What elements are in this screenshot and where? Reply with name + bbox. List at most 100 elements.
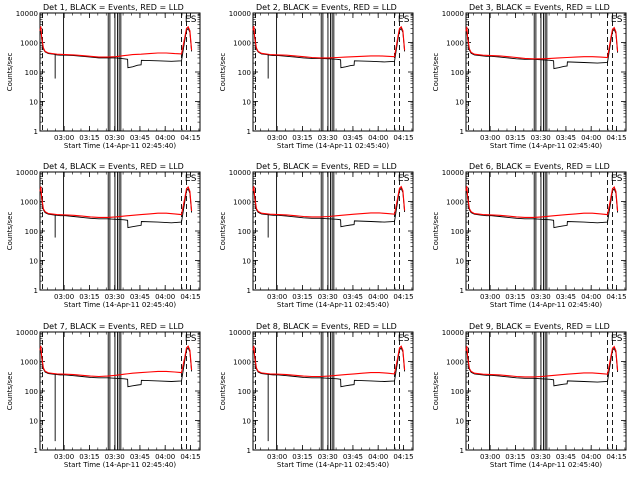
annotation-label: S bbox=[617, 174, 623, 184]
panel-title: Det 6, BLACK = Events, RED = LLD bbox=[469, 162, 610, 171]
x-tick-label: 03:45 bbox=[556, 134, 576, 142]
y-tick-label: 1 bbox=[247, 447, 251, 455]
x-tick-label: 03:45 bbox=[130, 453, 150, 461]
x-tick-label: 04:00 bbox=[581, 293, 601, 301]
annotation-label: E bbox=[185, 174, 191, 184]
x-tick-label: 03:15 bbox=[292, 453, 312, 461]
chart-panel: Det 3, BLACK = Events, RED = LLD Counts/s… bbox=[432, 3, 627, 150]
y-axis-label: Counts/sec bbox=[432, 53, 440, 92]
y-tick-label: 10000 bbox=[16, 169, 38, 177]
annotation-label: S bbox=[191, 174, 197, 184]
y-tick-label: 1 bbox=[34, 128, 38, 136]
x-tick-label: 04:15 bbox=[393, 453, 413, 461]
y-tick-label: 10 bbox=[242, 258, 251, 266]
y-tick-label: 100 bbox=[238, 388, 251, 396]
events-series-line bbox=[465, 347, 619, 387]
x-tick-label: 04:00 bbox=[155, 293, 175, 301]
lld-series-line bbox=[465, 345, 619, 378]
x-tick-label: 04:15 bbox=[180, 134, 200, 142]
annotation-label: S bbox=[191, 15, 197, 25]
y-tick-label: 1000 bbox=[233, 359, 251, 367]
annotation-label: S bbox=[404, 174, 410, 184]
x-tick-label: 03:15 bbox=[292, 293, 312, 301]
y-tick-label: 1 bbox=[34, 447, 38, 455]
annotation-label: E bbox=[398, 334, 404, 344]
x-tick-label: 03:45 bbox=[556, 293, 576, 301]
y-tick-label: 10 bbox=[242, 418, 251, 426]
y-tick-label: 1000 bbox=[233, 40, 251, 48]
y-tick-label: 1000 bbox=[20, 40, 38, 48]
y-tick-label: 10 bbox=[455, 418, 464, 426]
x-tick-label: 03:45 bbox=[343, 293, 363, 301]
annotation-label: S bbox=[404, 15, 410, 25]
y-tick-label: 1 bbox=[247, 287, 251, 295]
lld-series-line bbox=[39, 345, 193, 378]
x-tick-label: 04:15 bbox=[393, 293, 413, 301]
annotation-label: E bbox=[611, 174, 617, 184]
x-tick-label: 03:00 bbox=[267, 453, 287, 461]
y-tick-label: 1000 bbox=[446, 40, 464, 48]
x-tick-label: 03:15 bbox=[292, 134, 312, 142]
x-axis-label: Start Time (14-Apr-11 02:45:40) bbox=[490, 461, 602, 469]
y-axis-label: Counts/sec bbox=[6, 212, 14, 251]
x-tick-label: 03:15 bbox=[79, 293, 99, 301]
y-axis-label: Counts/sec bbox=[219, 372, 227, 411]
x-tick-label: 03:00 bbox=[267, 134, 287, 142]
x-tick-label: 03:30 bbox=[318, 453, 338, 461]
x-axis-label: Start Time (14-Apr-11 02:45:40) bbox=[64, 142, 176, 150]
panel-title: Det 4, BLACK = Events, RED = LLD bbox=[43, 162, 184, 171]
chart-panel: Det 4, BLACK = Events, RED = LLD Counts/s… bbox=[6, 162, 201, 309]
events-series-line bbox=[39, 27, 193, 69]
x-tick-label: 04:00 bbox=[155, 453, 175, 461]
chart-panel: Det 1, BLACK = Events, RED = LLD Counts/s… bbox=[6, 3, 201, 150]
lld-series-line bbox=[252, 345, 406, 378]
panel-title: Det 2, BLACK = Events, RED = LLD bbox=[256, 3, 397, 12]
events-series-line bbox=[39, 187, 193, 229]
chart-panel: Det 5, BLACK = Events, RED = LLD Counts/s… bbox=[219, 162, 414, 309]
y-tick-label: 100 bbox=[25, 69, 38, 77]
x-tick-label: 04:00 bbox=[155, 134, 175, 142]
chart-panel: Det 7, BLACK = Events, RED = LLD Counts/s… bbox=[6, 322, 201, 469]
x-tick-label: 03:15 bbox=[505, 293, 525, 301]
x-tick-label: 03:30 bbox=[531, 293, 551, 301]
y-tick-label: 1 bbox=[460, 287, 464, 295]
x-tick-label: 03:30 bbox=[105, 453, 125, 461]
x-axis-label: Start Time (14-Apr-11 02:45:40) bbox=[64, 301, 176, 309]
y-axis-label: Counts/sec bbox=[219, 212, 227, 251]
x-axis-label: Start Time (14-Apr-11 02:45:40) bbox=[277, 142, 389, 150]
x-tick-label: 03:45 bbox=[130, 134, 150, 142]
x-tick-label: 03:00 bbox=[480, 293, 500, 301]
x-tick-label: 03:00 bbox=[480, 453, 500, 461]
y-tick-label: 10000 bbox=[442, 169, 464, 177]
x-axis-label: Start Time (14-Apr-11 02:45:40) bbox=[490, 301, 602, 309]
panel-title: Det 3, BLACK = Events, RED = LLD bbox=[469, 3, 610, 12]
chart-panel: Det 8, BLACK = Events, RED = LLD Counts/s… bbox=[219, 322, 414, 469]
x-axis-label: Start Time (14-Apr-11 02:45:40) bbox=[277, 301, 389, 309]
annotation-label: E bbox=[398, 15, 404, 25]
annotation-label: S bbox=[404, 334, 410, 344]
y-tick-label: 1000 bbox=[20, 199, 38, 207]
x-tick-label: 03:00 bbox=[54, 134, 74, 142]
y-tick-label: 10 bbox=[29, 99, 38, 107]
x-tick-label: 03:30 bbox=[105, 293, 125, 301]
events-series-line bbox=[252, 187, 406, 228]
y-tick-label: 1 bbox=[460, 128, 464, 136]
y-tick-label: 10 bbox=[29, 258, 38, 266]
x-tick-label: 03:15 bbox=[505, 453, 525, 461]
x-tick-label: 03:45 bbox=[130, 293, 150, 301]
y-tick-label: 10000 bbox=[442, 329, 464, 337]
x-tick-label: 03:00 bbox=[267, 293, 287, 301]
y-tick-label: 10000 bbox=[229, 329, 251, 337]
x-tick-label: 03:00 bbox=[480, 134, 500, 142]
y-axis-label: Counts/sec bbox=[6, 372, 14, 411]
chart-panel: Det 2, BLACK = Events, RED = LLD Counts/s… bbox=[219, 3, 414, 150]
x-axis-label: Start Time (14-Apr-11 02:45:40) bbox=[277, 461, 389, 469]
y-tick-label: 10 bbox=[455, 258, 464, 266]
annotation-label: S bbox=[191, 334, 197, 344]
annotation-label: E bbox=[611, 15, 617, 25]
panel-title: Det 8, BLACK = Events, RED = LLD bbox=[256, 322, 397, 331]
x-tick-label: 04:00 bbox=[368, 453, 388, 461]
events-series-line bbox=[252, 347, 406, 388]
x-tick-label: 04:00 bbox=[368, 134, 388, 142]
y-tick-label: 10000 bbox=[16, 329, 38, 337]
